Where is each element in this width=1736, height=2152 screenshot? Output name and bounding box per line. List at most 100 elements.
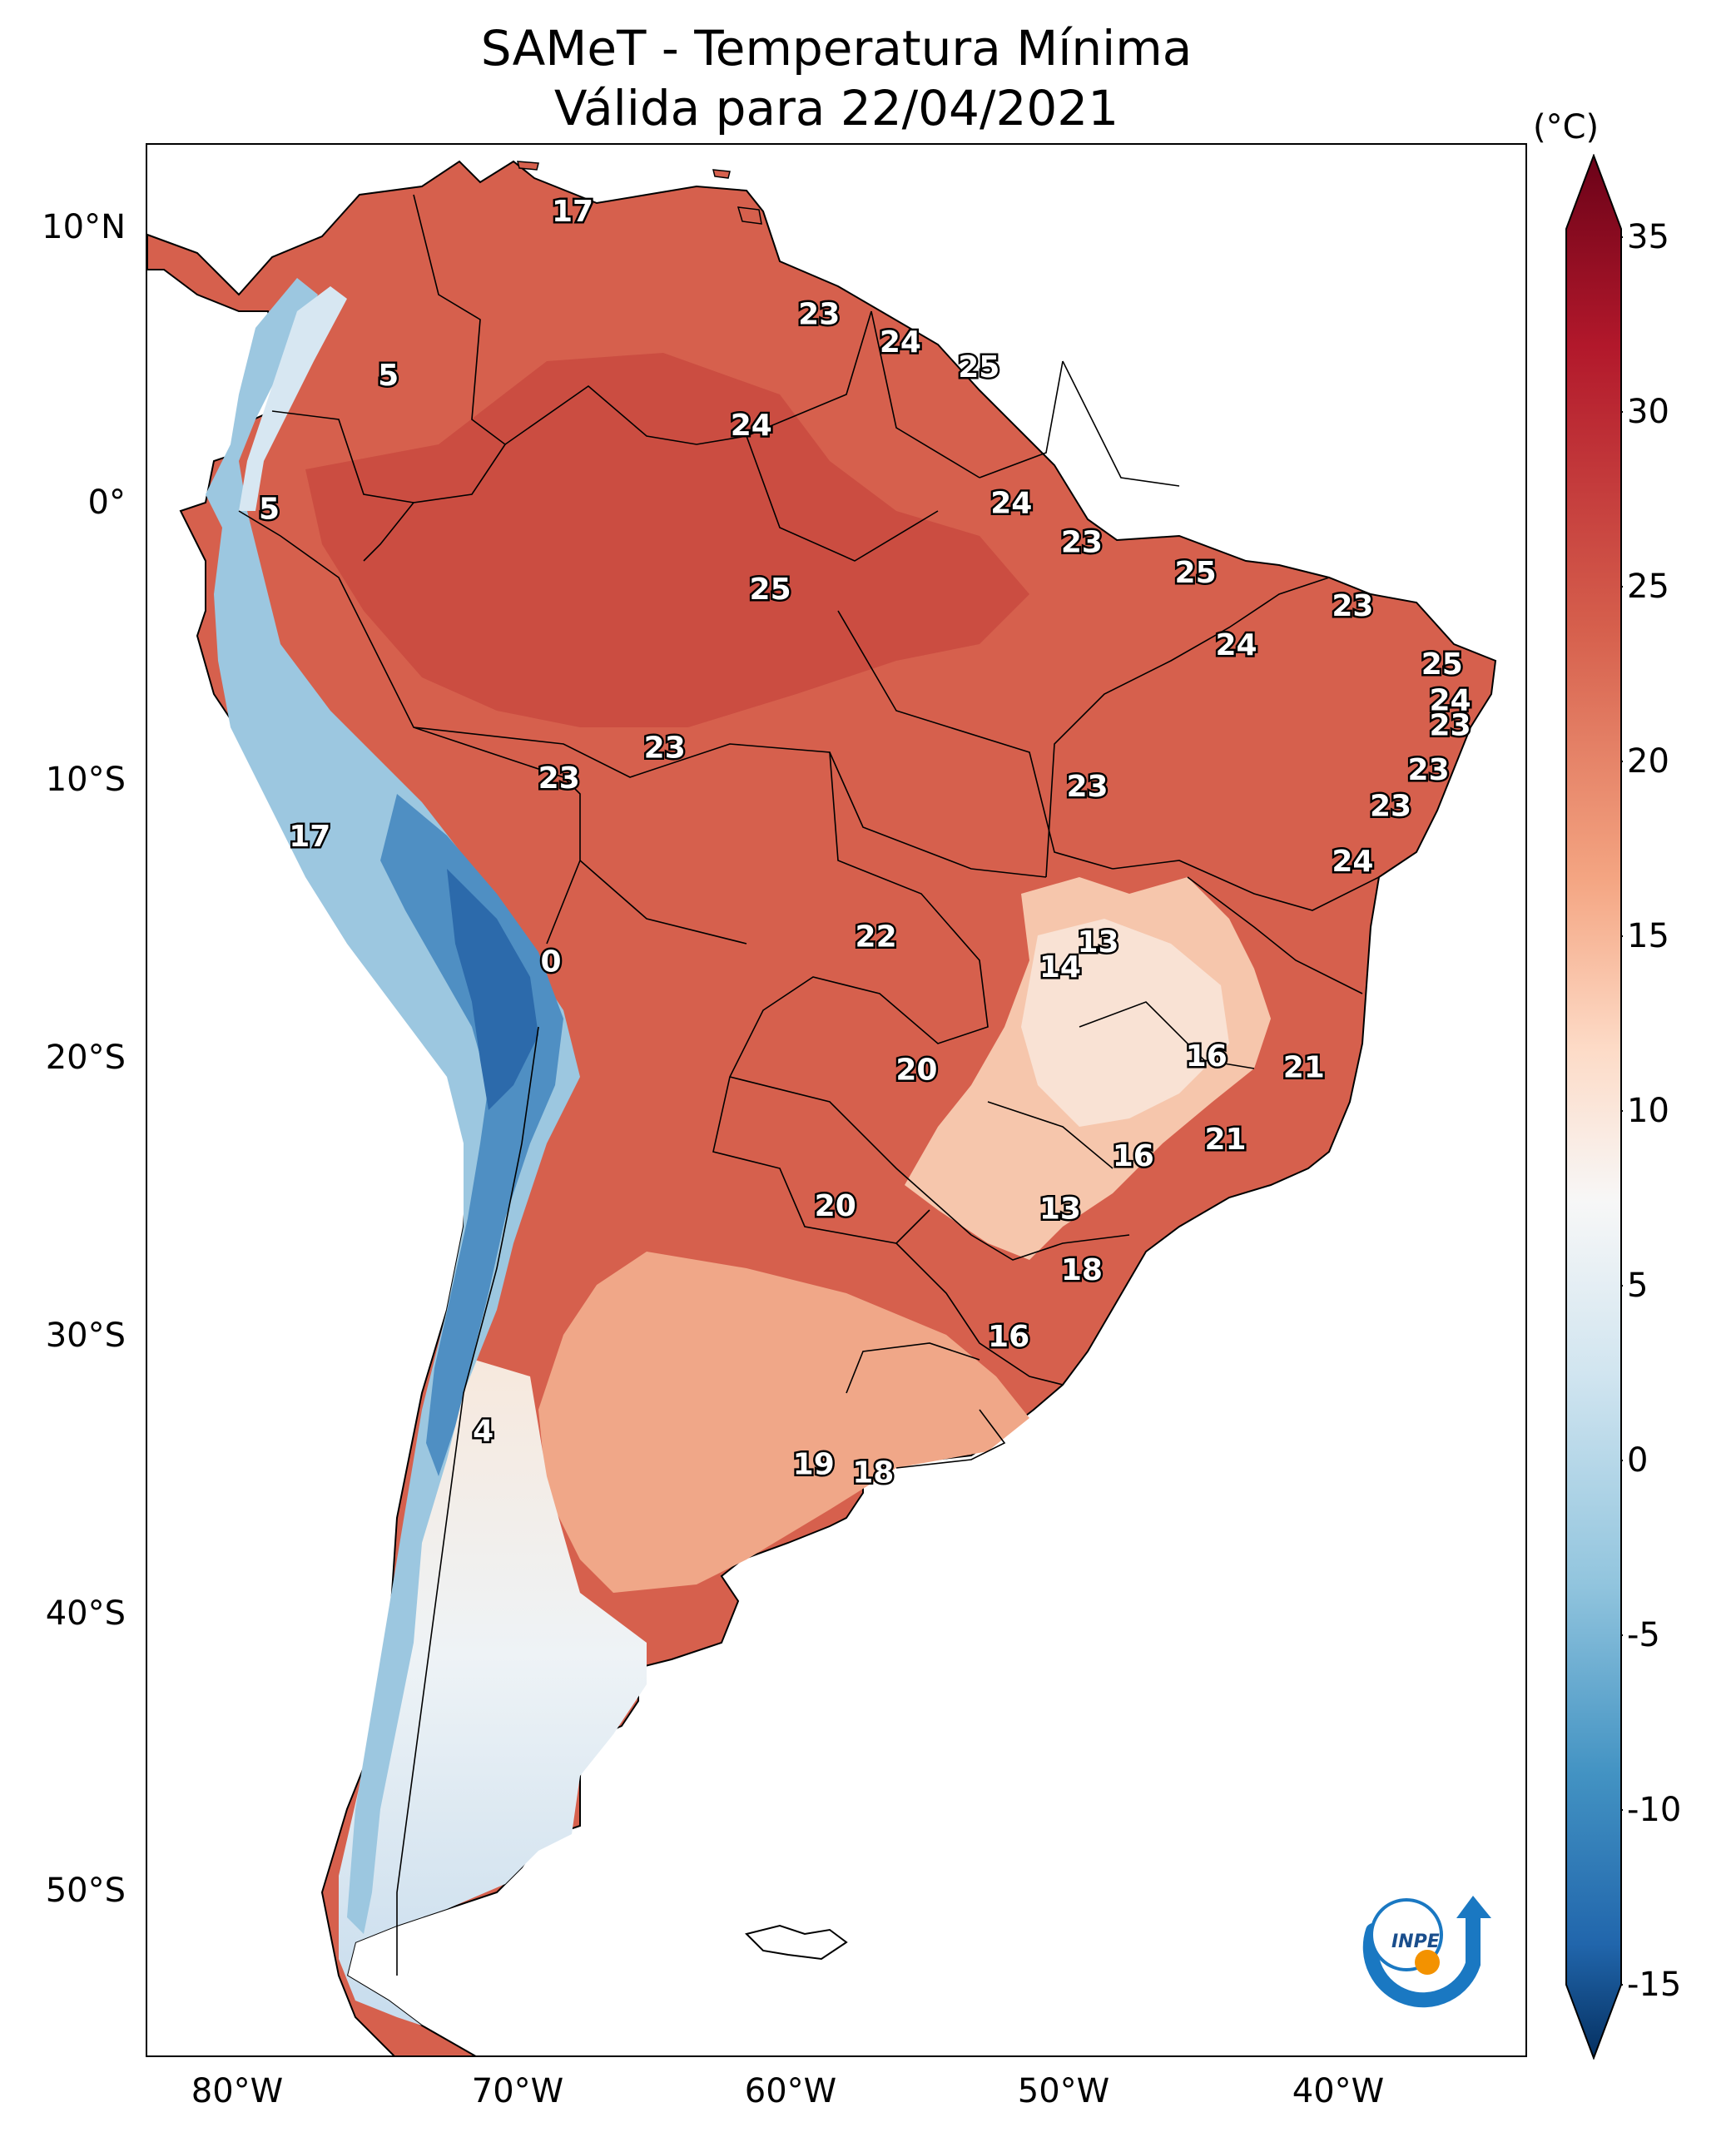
logo-swoosh: [1362, 1907, 1481, 2008]
border-line: [396, 1026, 539, 1976]
value-label: 13: [1077, 925, 1118, 959]
value-label: 24: [990, 487, 1032, 521]
value-label: 21: [1204, 1123, 1246, 1157]
colorbar-tick-label: 25: [1627, 568, 1669, 606]
border-line: [829, 751, 1047, 878]
border-line: [579, 860, 747, 945]
value-label: 14: [1039, 950, 1081, 984]
value-label: 24: [880, 325, 921, 359]
value-label: 23: [1430, 709, 1471, 743]
border-line: [504, 384, 939, 562]
altiplano-core: [447, 869, 538, 1110]
colorbar-tick-label: 20: [1627, 742, 1669, 781]
value-label: 23: [1061, 525, 1103, 559]
border-line: [1079, 1001, 1255, 1069]
value-label: 23: [538, 761, 580, 796]
lat-tick-label: 20°S: [45, 1039, 126, 1077]
colorbar: [1565, 154, 1623, 2060]
value-label: 25: [1175, 556, 1217, 590]
value-label: 16: [1186, 1039, 1228, 1074]
logo-arrow: [1456, 1896, 1491, 1918]
value-label: 25: [958, 350, 999, 384]
value-label: 17: [289, 820, 330, 854]
value-label: 17: [552, 195, 593, 229]
border-line: [1112, 860, 1380, 911]
value-label: 23: [798, 298, 840, 332]
colorbar-tick-label: 10: [1627, 1092, 1669, 1130]
title-line-2: Válida para 22/04/2021: [553, 80, 1119, 136]
value-label: 4: [473, 1415, 494, 1449]
lon-tick-label: 80°W: [191, 2072, 284, 2110]
value-label: 16: [1113, 1139, 1154, 1173]
colorbar-tick-label: 0: [1627, 1441, 1649, 1480]
border-line: [837, 610, 1114, 870]
country-borders: [238, 194, 1380, 1976]
value-label: 23: [644, 731, 686, 765]
colorbar-ticks: [1621, 236, 1623, 1986]
value-label: 19: [793, 1448, 835, 1482]
value-label: 18: [852, 1456, 894, 1490]
lat-tick-label: 50°S: [45, 1872, 126, 1910]
value-label: 5: [259, 492, 280, 526]
border-line: [1062, 360, 1180, 487]
border-line: [895, 1409, 1006, 1469]
logo-text: INPE: [1391, 1931, 1440, 1952]
border-line: [729, 1076, 972, 1236]
border-line: [987, 1101, 1114, 1169]
logo-sun: [1415, 1950, 1440, 1975]
value-label: 25: [750, 573, 791, 607]
value-label: 23: [1066, 770, 1108, 804]
value-label: 23: [1408, 753, 1450, 787]
colorbar-tick-label: -15: [1627, 1966, 1682, 2004]
lon-tick-label: 70°W: [471, 2072, 564, 2110]
colorbar-tick-label: 15: [1627, 917, 1669, 955]
border-line: [271, 410, 414, 503]
border-line: [979, 360, 1064, 478]
chart-title: SAMeT - Temperatura Mínima Válida para 2…: [150, 18, 1523, 138]
value-label: 24: [1430, 684, 1471, 718]
andes-cold-band: [206, 278, 580, 1934]
border-line: [1187, 876, 1363, 994]
value-label: 18: [1061, 1253, 1103, 1287]
lon-tick-label: 50°W: [1017, 2072, 1110, 2110]
colorbar-tick-label: 35: [1627, 218, 1669, 256]
value-label: 24: [1332, 845, 1373, 879]
colorbar-tick-label: -5: [1627, 1616, 1660, 1654]
colorbar-unit: (°C): [1533, 108, 1600, 146]
continent-landmass: [147, 160, 1497, 2055]
value-label: 24: [1215, 628, 1257, 662]
value-label: 20: [895, 1054, 937, 1088]
border-line: [238, 510, 581, 945]
lat-tick-label: 10°N: [42, 208, 126, 246]
border-line: [870, 310, 980, 478]
title-line-1: SAMeT - Temperatura Mínima: [480, 20, 1193, 77]
value-label: 21: [1283, 1050, 1325, 1084]
value-label: 5: [378, 359, 399, 393]
inpe-logo: INPE: [1362, 1896, 1491, 2008]
value-label: 24: [731, 409, 772, 443]
value-label: 23: [1370, 790, 1411, 824]
lat-tick-label: 30°S: [45, 1316, 126, 1355]
colorbar-tick-label: 30: [1627, 393, 1669, 431]
border-line: [746, 310, 872, 437]
colorbar-tick-label: -10: [1627, 1791, 1682, 1829]
border-line: [895, 1242, 1064, 1386]
value-label: 20: [815, 1189, 856, 1223]
value-label: 16: [988, 1320, 1029, 1354]
warm-core-region: [305, 353, 1029, 727]
andes-north-cold: [239, 286, 347, 511]
pampas-region: [538, 1252, 1029, 1593]
border-line: [413, 726, 989, 1244]
colorbar-tick-label: 5: [1627, 1267, 1649, 1305]
map-frame: 17 5 5 23 24 25 24 24 23 25 25 23 24 25 24 23 23 23 23 23 23…: [146, 143, 1527, 2057]
lat-tick-label: 10°S: [45, 761, 126, 799]
value-label: 13: [1039, 1193, 1081, 1227]
cool-southeast-core: [1021, 919, 1229, 1127]
caribbean-islands: [517, 161, 762, 225]
border-line: [846, 1342, 980, 1394]
value-label: 23: [1332, 589, 1373, 623]
border-line: [1045, 577, 1330, 878]
value-label: 22: [856, 920, 897, 954]
falkland-islands: [745, 1924, 848, 1961]
